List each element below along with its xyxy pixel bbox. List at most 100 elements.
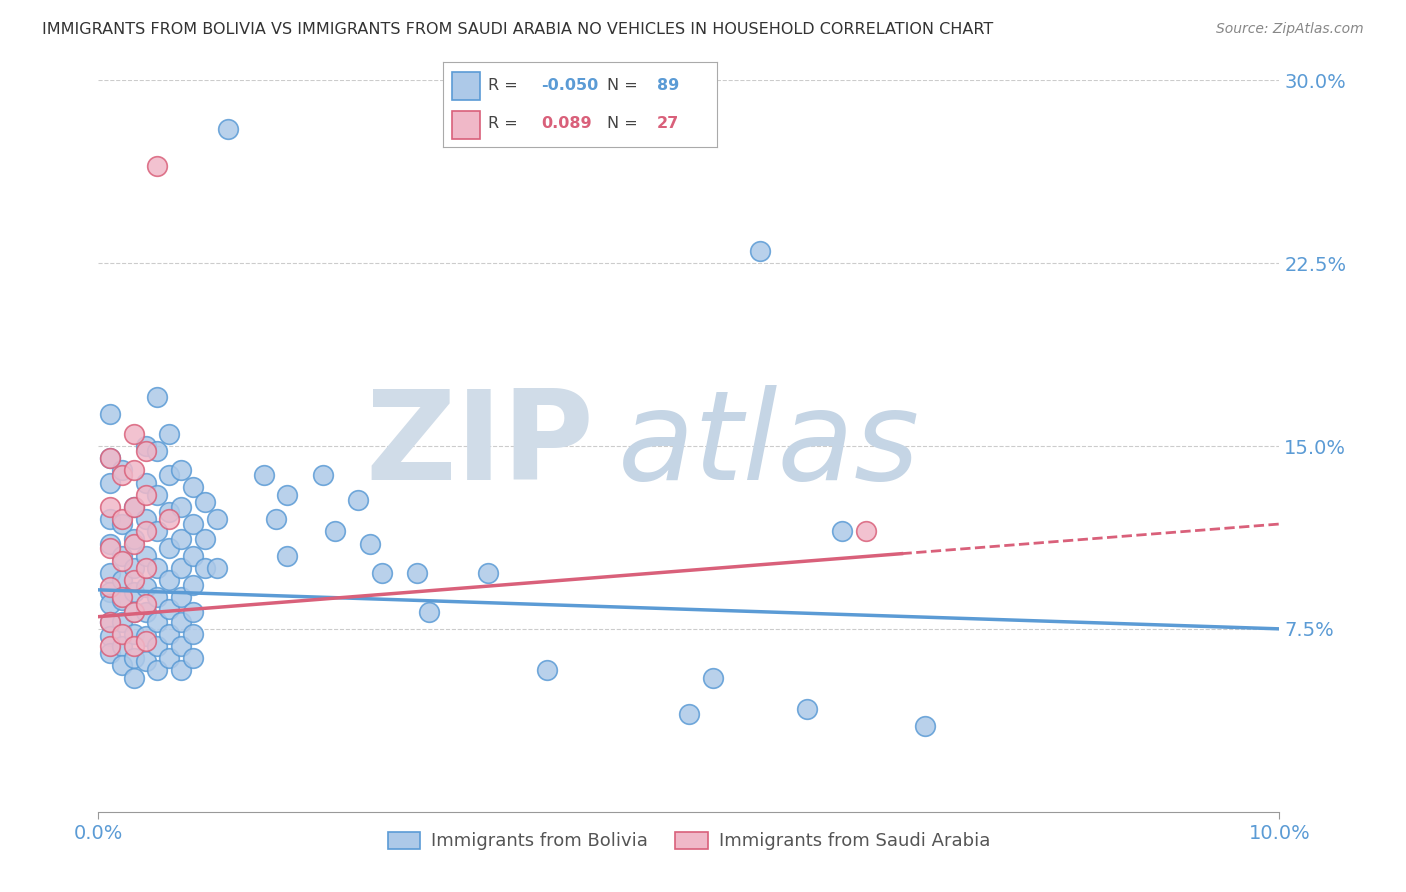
Text: atlas: atlas — [619, 385, 920, 507]
Point — [135, 634, 157, 648]
Point — [146, 639, 169, 653]
Point — [831, 524, 853, 539]
Point — [157, 512, 180, 526]
Point — [170, 663, 193, 677]
Point — [477, 566, 499, 580]
Point — [217, 122, 239, 136]
Point — [157, 468, 180, 483]
Point — [146, 488, 169, 502]
Point — [170, 463, 193, 477]
Point — [111, 573, 134, 587]
Point — [146, 443, 169, 458]
Text: 27: 27 — [657, 116, 679, 131]
Text: IMMIGRANTS FROM BOLIVIA VS IMMIGRANTS FROM SAUDI ARABIA NO VEHICLES IN HOUSEHOLD: IMMIGRANTS FROM BOLIVIA VS IMMIGRANTS FR… — [42, 22, 994, 37]
Point — [135, 654, 157, 668]
Point — [418, 605, 440, 619]
Point — [122, 532, 145, 546]
Point — [170, 561, 193, 575]
Point — [146, 615, 169, 629]
Point — [122, 500, 145, 514]
Point — [181, 549, 204, 563]
Point — [135, 475, 157, 490]
Point — [146, 524, 169, 539]
Point — [122, 626, 145, 640]
Point — [98, 639, 121, 653]
Point — [194, 532, 217, 546]
Text: R =: R = — [488, 78, 517, 94]
Point — [122, 605, 145, 619]
Point — [122, 605, 145, 619]
Point — [122, 639, 145, 653]
Point — [205, 561, 228, 575]
Point — [135, 561, 157, 575]
Point — [914, 719, 936, 733]
Point — [796, 702, 818, 716]
Point — [98, 646, 121, 660]
Point — [264, 512, 287, 526]
Point — [194, 561, 217, 575]
Point — [157, 426, 180, 441]
Point — [98, 629, 121, 643]
Point — [135, 629, 157, 643]
Bar — [453, 111, 479, 139]
Point — [406, 566, 429, 580]
Point — [98, 581, 121, 595]
Point — [111, 592, 134, 607]
Point — [98, 451, 121, 466]
Point — [122, 671, 145, 685]
Point — [157, 505, 180, 519]
Point — [122, 536, 145, 550]
Point — [170, 532, 193, 546]
Point — [122, 500, 145, 514]
Point — [146, 663, 169, 677]
Point — [323, 524, 346, 539]
Point — [111, 590, 134, 604]
Point — [312, 468, 335, 483]
Point — [98, 615, 121, 629]
Point — [748, 244, 770, 258]
Point — [359, 536, 381, 550]
Bar — [453, 71, 479, 100]
Point — [276, 488, 298, 502]
Point — [98, 541, 121, 556]
Text: R =: R = — [488, 116, 517, 131]
Point — [157, 573, 180, 587]
Point — [122, 426, 145, 441]
Point — [135, 488, 157, 502]
Point — [170, 590, 193, 604]
Point — [181, 626, 204, 640]
Point — [122, 585, 145, 599]
Point — [98, 536, 121, 550]
Point — [157, 541, 180, 556]
Point — [98, 566, 121, 580]
Point — [111, 468, 134, 483]
Point — [135, 549, 157, 563]
Point — [253, 468, 276, 483]
Point — [371, 566, 394, 580]
Point — [536, 663, 558, 677]
Point — [111, 639, 134, 653]
Point — [111, 463, 134, 477]
Point — [146, 390, 169, 404]
Point — [135, 443, 157, 458]
Text: N =: N = — [607, 78, 638, 94]
Point — [170, 615, 193, 629]
Point — [135, 524, 157, 539]
Point — [157, 626, 180, 640]
Point — [146, 159, 169, 173]
Point — [111, 615, 134, 629]
Point — [135, 605, 157, 619]
Point — [347, 492, 370, 507]
Point — [98, 500, 121, 514]
Text: 0.089: 0.089 — [541, 116, 592, 131]
Point — [135, 512, 157, 526]
Point — [135, 598, 157, 612]
Legend: Immigrants from Bolivia, Immigrants from Saudi Arabia: Immigrants from Bolivia, Immigrants from… — [381, 824, 997, 857]
Point — [205, 512, 228, 526]
Point — [98, 475, 121, 490]
Point — [98, 585, 121, 599]
Point — [98, 451, 121, 466]
Point — [98, 407, 121, 421]
Point — [135, 439, 157, 453]
Point — [98, 512, 121, 526]
